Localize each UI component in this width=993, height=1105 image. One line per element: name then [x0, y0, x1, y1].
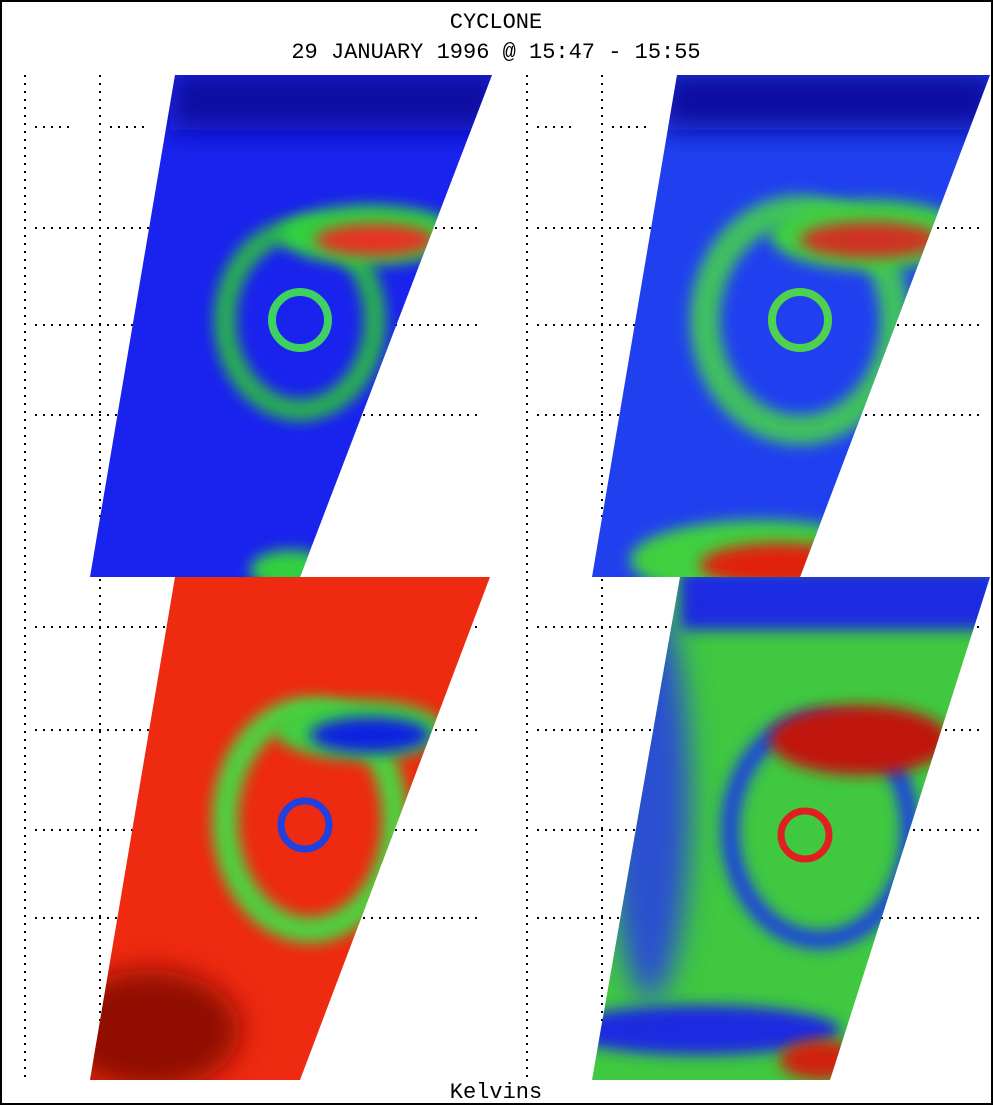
subtitle: 29 JANUARY 1996 @ 15:47 - 15:55	[291, 40, 700, 65]
footer-label: Kelvins	[450, 1080, 542, 1105]
title: CYCLONE	[450, 10, 542, 35]
